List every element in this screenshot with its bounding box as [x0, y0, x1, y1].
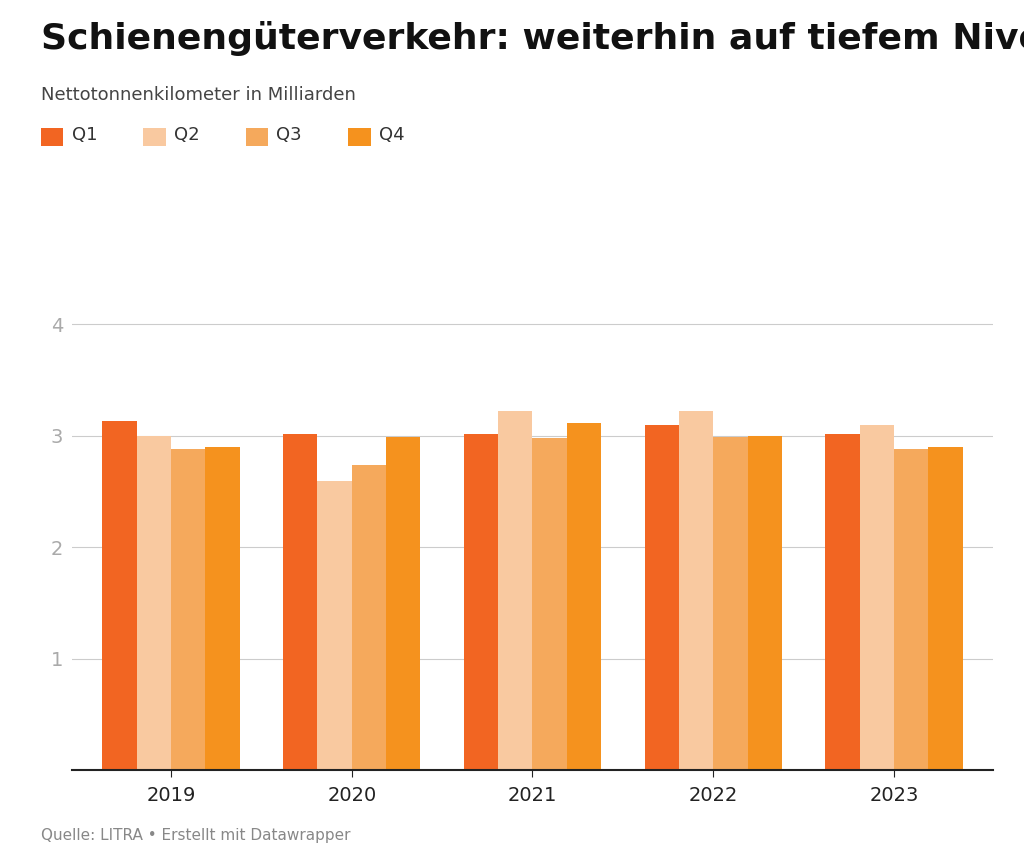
Bar [352, 465, 386, 770]
Bar [206, 447, 240, 770]
Bar [894, 449, 928, 770]
Bar [532, 438, 567, 770]
Bar [137, 436, 171, 770]
Bar [464, 434, 498, 770]
Text: Schienengüterverkehr: weiterhin auf tiefem Niveau: Schienengüterverkehr: weiterhin auf tief… [41, 21, 1024, 56]
Bar [679, 412, 713, 770]
Bar [498, 412, 532, 770]
Bar [317, 480, 352, 770]
Text: Quelle: LITRA • Erstellt mit Datawrapper: Quelle: LITRA • Erstellt mit Datawrapper [41, 828, 350, 843]
Bar [567, 423, 601, 770]
Text: Nettotonnenkilometer in Milliarden: Nettotonnenkilometer in Milliarden [41, 86, 355, 104]
Bar [644, 425, 679, 770]
Bar [102, 421, 137, 770]
Bar [928, 447, 963, 770]
Bar [859, 425, 894, 770]
Text: Q2: Q2 [174, 126, 200, 144]
Text: Q3: Q3 [276, 126, 302, 144]
Bar [386, 437, 421, 770]
Text: Q1: Q1 [72, 126, 97, 144]
Bar [713, 437, 748, 770]
Text: Q4: Q4 [379, 126, 404, 144]
Bar [171, 449, 206, 770]
Bar [825, 434, 859, 770]
Bar [283, 434, 317, 770]
Bar [748, 436, 782, 770]
